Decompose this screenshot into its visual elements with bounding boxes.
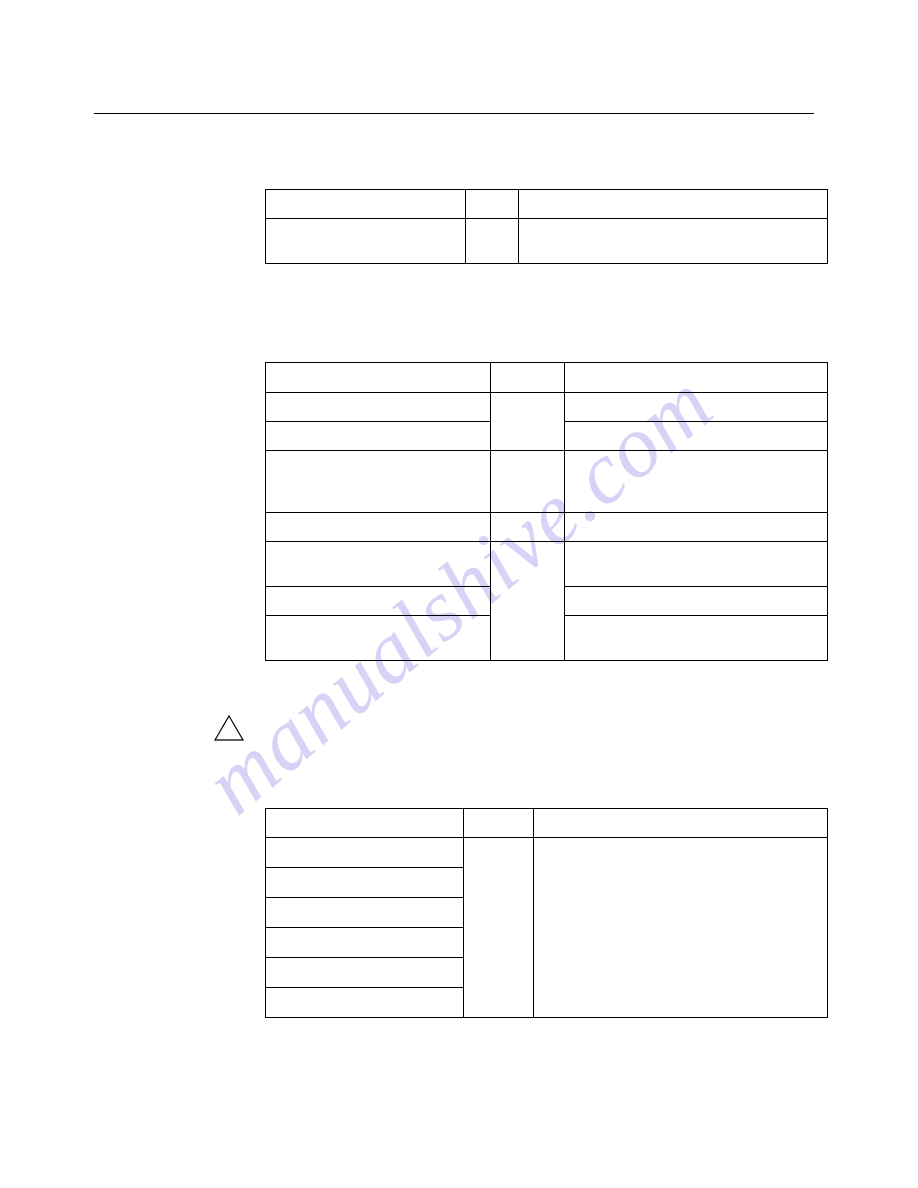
table-cell <box>266 190 466 219</box>
table-cell <box>266 587 491 616</box>
table-cell <box>491 542 565 661</box>
table-cell <box>266 363 491 393</box>
table-cell <box>565 616 828 661</box>
table-cell <box>266 219 466 264</box>
table-row <box>266 542 828 587</box>
page-container: manualshive.com <box>0 0 918 1188</box>
table-cell <box>565 422 828 451</box>
table-cell <box>464 838 534 1018</box>
table-2 <box>265 362 828 661</box>
table-cell <box>466 190 519 219</box>
table-cell <box>266 868 464 898</box>
table-1 <box>265 189 828 264</box>
table-cell <box>266 958 464 988</box>
table-cell <box>266 616 491 661</box>
table-cell <box>491 363 565 393</box>
table-row <box>266 513 828 542</box>
table-3 <box>265 808 828 1018</box>
table-cell <box>466 219 519 264</box>
table-cell <box>266 898 464 928</box>
table-cell <box>266 838 464 868</box>
table-cell <box>565 393 828 422</box>
table-cell <box>565 513 828 542</box>
table-cell <box>565 451 828 513</box>
table-row <box>266 190 828 219</box>
table-row <box>266 809 828 838</box>
table-cell <box>565 363 828 393</box>
table-row <box>266 393 828 422</box>
table-2-container <box>265 362 827 661</box>
table-cell <box>266 542 491 587</box>
table-row <box>266 363 828 393</box>
table-cell <box>266 422 491 451</box>
table-cell <box>266 451 491 513</box>
table-cell <box>266 513 491 542</box>
table-row <box>266 838 828 868</box>
table-cell <box>491 451 565 513</box>
table-cell <box>534 838 828 1018</box>
table-cell <box>464 809 534 838</box>
table-cell <box>565 542 828 587</box>
table-cell <box>491 393 565 451</box>
table-1-container <box>265 189 827 264</box>
header-rule <box>94 113 814 114</box>
table-cell <box>266 988 464 1018</box>
table-cell <box>266 928 464 958</box>
table-cell <box>565 587 828 616</box>
table-cell <box>266 809 464 838</box>
table-3-container <box>265 808 827 1018</box>
caution-triangle-icon <box>213 714 245 742</box>
table-cell <box>519 190 828 219</box>
table-cell <box>519 219 828 264</box>
table-row <box>266 219 828 264</box>
table-cell <box>534 809 828 838</box>
table-cell <box>491 513 565 542</box>
table-row <box>266 451 828 513</box>
table-cell <box>266 393 491 422</box>
